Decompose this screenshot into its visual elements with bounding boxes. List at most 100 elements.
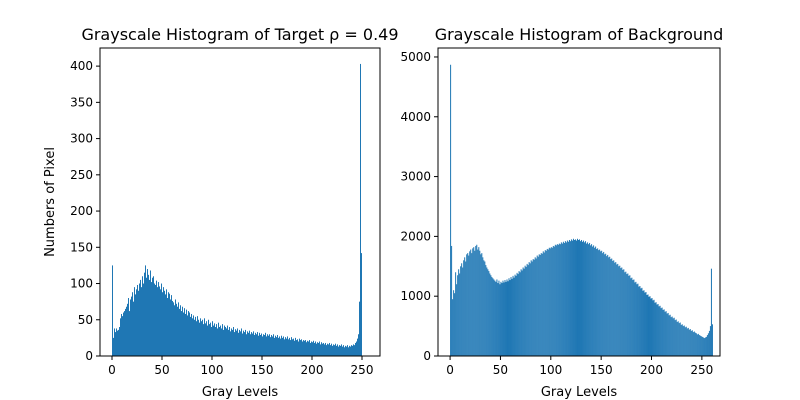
background-bar (587, 242, 589, 356)
background-bar (501, 283, 503, 356)
target-bar (169, 293, 170, 356)
target-y-tick-label: 150 (70, 240, 93, 254)
background-bar (493, 279, 495, 356)
background-bar (612, 260, 614, 356)
target-bar (298, 341, 299, 356)
target-bar (135, 294, 136, 356)
target-bar (201, 321, 202, 356)
target-bar (176, 303, 177, 356)
target-bar (249, 330, 250, 356)
target-bar (160, 289, 161, 356)
background-bar (653, 299, 655, 356)
background-bar (594, 247, 596, 356)
background-bar (674, 320, 676, 356)
background-bar (655, 302, 657, 356)
target-bar (293, 338, 294, 356)
background-bar (528, 262, 530, 356)
background-bar (498, 280, 500, 356)
target-bar (151, 282, 152, 356)
target-y-tick-label: 300 (70, 132, 93, 146)
target-bar (316, 343, 317, 356)
background-bar (452, 299, 454, 356)
target-bar (223, 329, 224, 356)
target-bar (343, 345, 344, 356)
background-bar (462, 267, 464, 356)
target-bar (186, 309, 187, 356)
background-bar (603, 251, 605, 356)
target-bar (197, 316, 198, 356)
target-bar (327, 343, 328, 356)
background-bar (610, 259, 612, 356)
target-bar (265, 332, 266, 356)
background-bar (509, 280, 511, 356)
background-bar (669, 314, 671, 356)
target-bar (227, 325, 228, 356)
target-bar (278, 337, 279, 356)
target-bar (132, 292, 133, 356)
background-bar (681, 324, 683, 356)
background-bar (660, 308, 662, 356)
target-bar (172, 300, 173, 356)
background-bar (467, 253, 469, 356)
background-bar (520, 269, 522, 356)
target-bar (139, 283, 140, 356)
background-x-tick-label: 0 (446, 363, 454, 377)
target-bar (153, 276, 154, 356)
background-x-tick-label: 200 (640, 363, 663, 377)
target-bar (274, 337, 275, 356)
target-bar (222, 324, 223, 356)
target-bar (287, 336, 288, 356)
background-bar (673, 317, 675, 356)
background-bar (574, 239, 576, 356)
target-bar (272, 336, 273, 356)
target-y-tick-label: 250 (70, 168, 93, 182)
target-bar (256, 334, 257, 356)
background-bar (550, 247, 552, 356)
background-bar (642, 290, 644, 356)
target-bar (352, 345, 353, 356)
target-bar (230, 331, 231, 356)
background-y-tick-label: 0 (423, 349, 431, 363)
background-bar (600, 251, 602, 356)
target-bar (267, 334, 268, 356)
background-bar (544, 250, 546, 356)
background-bar (619, 265, 621, 356)
target-bar (167, 298, 168, 356)
target-bar (257, 332, 258, 356)
background-bar (657, 303, 659, 356)
background-bar (577, 239, 579, 356)
background-bar (631, 277, 633, 356)
target-bar (134, 287, 135, 356)
target-bar (145, 265, 146, 356)
background-bar (634, 282, 636, 356)
target-bar (177, 306, 178, 356)
background-bar (487, 269, 489, 356)
target-y-tick-label: 100 (70, 277, 93, 291)
target-x-tick-label: 150 (251, 363, 274, 377)
background-histogram-chart: Grayscale Histogram of Background 0 50 100… (400, 25, 723, 400)
target-bar (329, 342, 330, 356)
background-bar (697, 333, 699, 356)
background-x-tick-label: 50 (493, 363, 508, 377)
background-bar (529, 263, 531, 356)
background-bar (472, 248, 474, 356)
target-bar (241, 328, 242, 356)
background-bar (626, 274, 628, 356)
background-bar (656, 304, 658, 356)
background-bar (635, 281, 637, 356)
target-y-axis: 0 50 100 150 200 250 300 350 400 (70, 59, 100, 363)
background-bar (504, 280, 506, 356)
background-bar (633, 279, 635, 356)
target-y-tick-label: 200 (70, 204, 93, 218)
target-bar (273, 334, 274, 356)
target-bar (175, 299, 176, 356)
background-bar (575, 240, 577, 356)
background-bar (581, 239, 583, 356)
background-bar (689, 329, 691, 356)
target-bar (285, 337, 286, 356)
target-bar (320, 344, 321, 356)
background-bar (451, 245, 453, 356)
background-bar (525, 266, 527, 356)
background-bar (647, 294, 649, 356)
background-bar (678, 323, 680, 356)
